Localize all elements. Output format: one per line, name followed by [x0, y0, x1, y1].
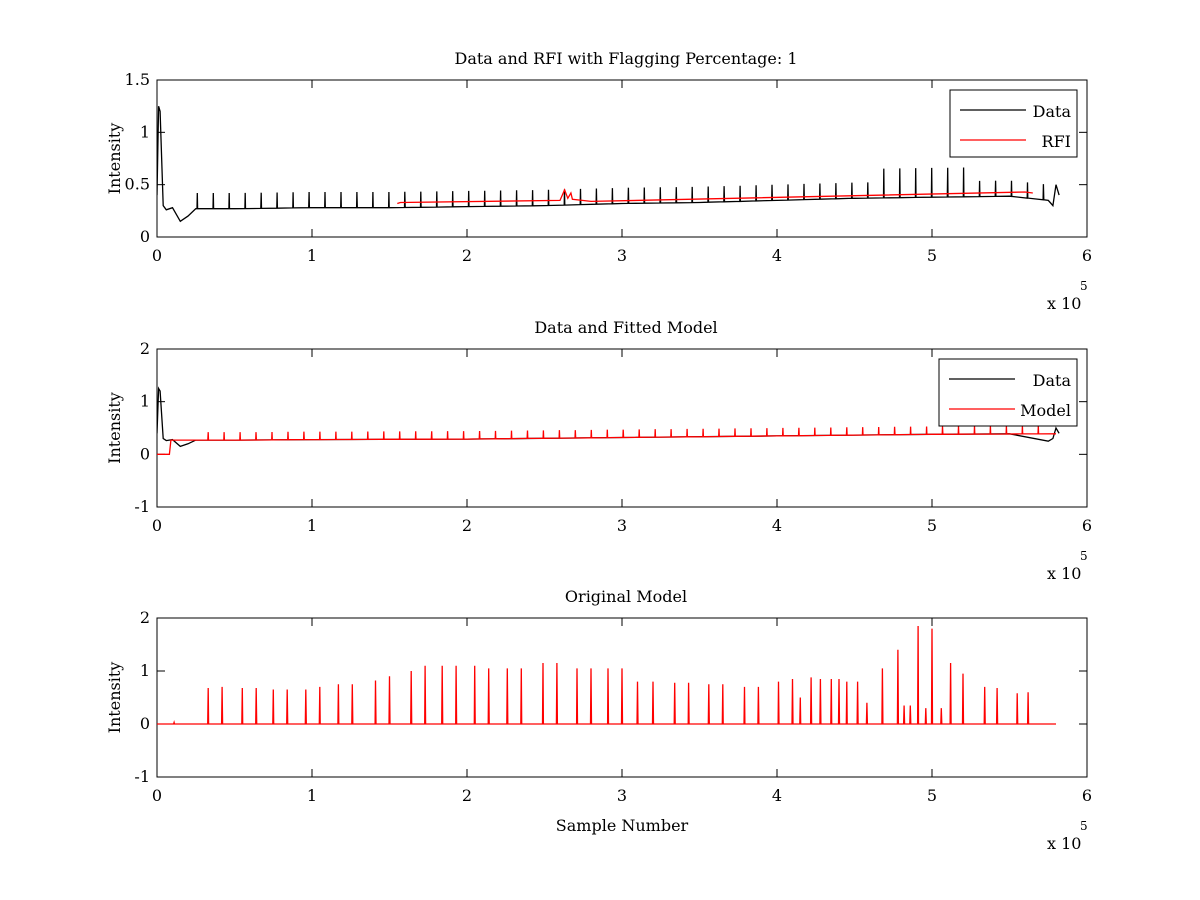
- series-line-model: [157, 625, 1056, 725]
- y-tick-label: 0.5: [125, 175, 150, 194]
- x-tick-label: 3: [617, 246, 627, 265]
- chart-title: Data and RFI with Flagging Percentage: 1: [454, 49, 797, 68]
- y-tick-label: 0: [140, 714, 150, 733]
- y-tick-label: 0: [140, 444, 150, 463]
- y-tick-label: -1: [134, 767, 150, 786]
- y-axis-label: Intensity: [105, 662, 124, 734]
- x-exponent-label: x 10: [1047, 834, 1081, 853]
- plot-area: [157, 625, 1056, 725]
- legend: Data Model: [938, 358, 1078, 427]
- legend-label: Data: [1033, 371, 1072, 390]
- y-axis-label: Intensity: [105, 123, 124, 195]
- y-tick-label: 2: [140, 608, 150, 627]
- plot-area: [157, 386, 1060, 455]
- x-tick-label: 6: [1082, 246, 1092, 265]
- legend-frame: [949, 89, 1078, 158]
- series-line-model: [157, 425, 1057, 455]
- y-tick-label: 2: [140, 339, 150, 358]
- legend-frame: [938, 358, 1078, 427]
- x-tick-label: 6: [1082, 786, 1092, 805]
- y-tick-label: 1: [140, 122, 150, 141]
- y-tick-label: -1: [134, 497, 150, 516]
- x-tick-label: 0: [152, 786, 162, 805]
- x-tick-label: 4: [772, 246, 782, 265]
- x-exponent-power: 5: [1080, 549, 1088, 563]
- x-tick-label: 1: [307, 786, 317, 805]
- x-exponent-power: 5: [1080, 819, 1088, 833]
- legend-label: RFI: [1042, 132, 1071, 151]
- y-tick-label: 1.5: [125, 70, 150, 89]
- x-tick-label: 1: [307, 246, 317, 265]
- series-line-data: [157, 106, 1060, 223]
- x-tick-label: 5: [927, 786, 937, 805]
- x-tick-label: 4: [772, 786, 782, 805]
- x-tick-label: 6: [1082, 516, 1092, 535]
- x-axis-label: Sample Number: [556, 816, 689, 835]
- x-tick-label: 0: [152, 246, 162, 265]
- legend-label: Model: [1020, 401, 1071, 420]
- x-exponent-label: x 10: [1047, 294, 1081, 313]
- x-exponent-power: 5: [1080, 279, 1088, 293]
- y-tick-label: 0: [140, 227, 150, 246]
- axes-frame: [156, 79, 1088, 238]
- y-tick-label: 1: [140, 392, 150, 411]
- x-tick-label: 5: [927, 246, 937, 265]
- axes-frame: [156, 348, 1088, 508]
- series-line-rfi: [397, 188, 1033, 205]
- x-tick-label: 0: [152, 516, 162, 535]
- plot-area: [157, 106, 1060, 223]
- x-tick-label: 2: [462, 786, 472, 805]
- x-exponent-label: x 10: [1047, 564, 1081, 583]
- x-tick-label: 3: [617, 516, 627, 535]
- x-tick-label: 5: [927, 516, 937, 535]
- x-tick-label: 4: [772, 516, 782, 535]
- x-tick-label: 3: [617, 786, 627, 805]
- chart-title: Original Model: [565, 587, 687, 606]
- y-axis-label: Intensity: [105, 392, 124, 464]
- legend: Data RFI: [949, 89, 1078, 158]
- chart-title: Data and Fitted Model: [534, 318, 717, 337]
- y-tick-label: 1: [140, 661, 150, 680]
- x-tick-label: 2: [462, 246, 472, 265]
- legend-label: Data: [1033, 102, 1072, 121]
- x-tick-label: 2: [462, 516, 472, 535]
- x-tick-label: 1: [307, 516, 317, 535]
